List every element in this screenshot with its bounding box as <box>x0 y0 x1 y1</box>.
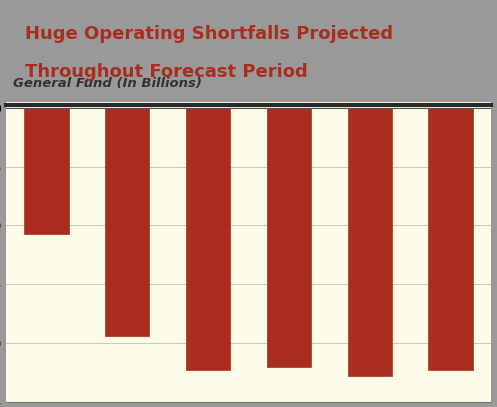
Text: General Fund (In Billions): General Fund (In Billions) <box>13 77 202 90</box>
Text: Throughout Forecast Period: Throughout Forecast Period <box>25 63 308 81</box>
Bar <box>24 107 69 234</box>
Bar <box>105 107 150 336</box>
Bar <box>186 107 230 370</box>
Text: Huge Operating Shortfalls Projected: Huge Operating Shortfalls Projected <box>25 25 394 43</box>
Bar <box>428 107 473 370</box>
Bar <box>347 107 392 376</box>
Bar <box>267 107 311 367</box>
